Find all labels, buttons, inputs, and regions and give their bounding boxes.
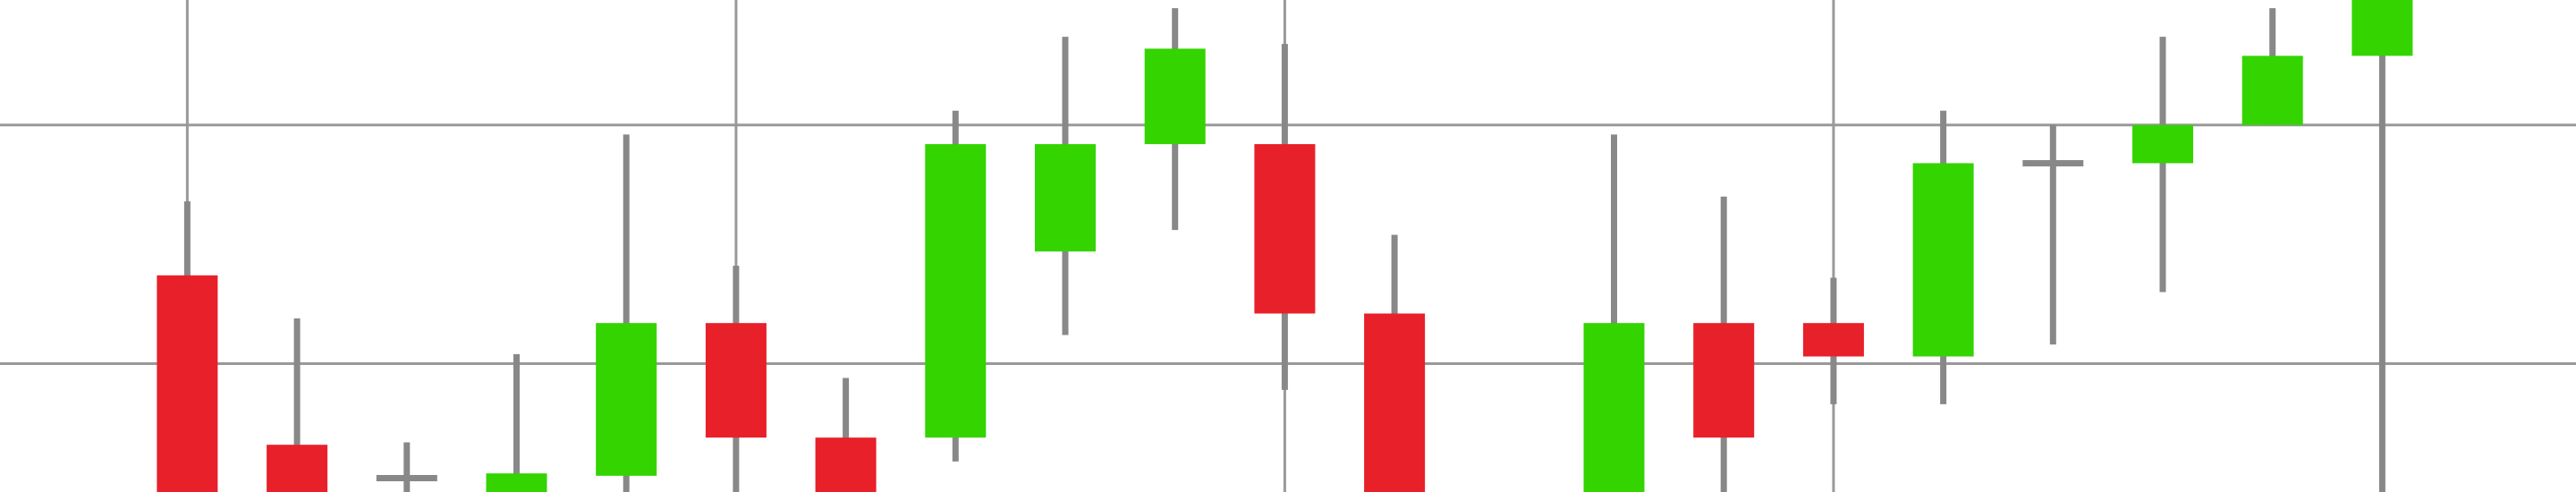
candle-body xyxy=(157,275,218,492)
candle-body xyxy=(1802,323,1864,357)
candle-body xyxy=(2241,55,2303,125)
candle-body xyxy=(2351,0,2413,56)
candle-body xyxy=(267,445,328,492)
candle-body xyxy=(596,323,657,476)
candle-body xyxy=(486,473,547,492)
candle-body xyxy=(2132,124,2193,164)
candle-body xyxy=(925,144,987,438)
candle-body xyxy=(705,323,767,438)
candle-body xyxy=(1583,323,1645,492)
candle-body xyxy=(1912,163,1974,357)
candle-body xyxy=(1364,313,1426,492)
candle-body xyxy=(815,437,877,492)
candle-body xyxy=(1035,144,1096,252)
candle-body xyxy=(1693,323,1755,438)
candle-body xyxy=(1144,48,1206,145)
candle-body xyxy=(1254,144,1316,314)
